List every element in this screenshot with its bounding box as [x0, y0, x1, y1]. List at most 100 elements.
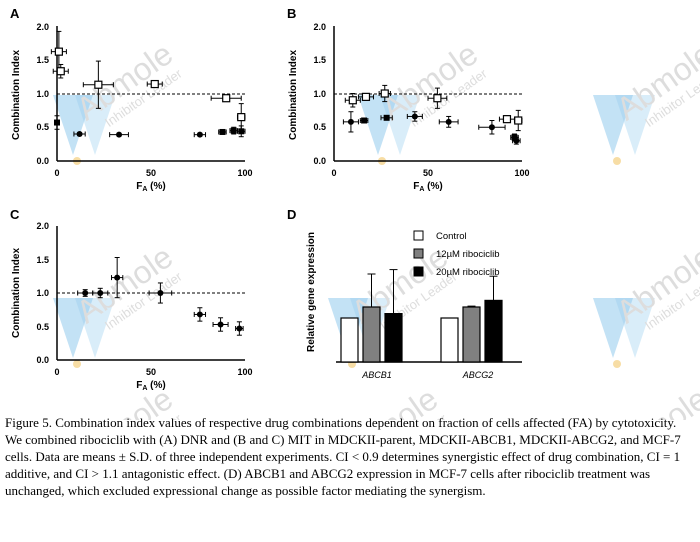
data-point-filled-circle — [445, 118, 452, 125]
panel-c-ytick: 1.5 — [36, 255, 49, 265]
data-point-filled-square — [54, 119, 60, 126]
data-point-open-square — [237, 113, 246, 122]
data-point-filled-circle — [411, 113, 418, 120]
panel-c-xtick: 100 — [237, 367, 252, 377]
data-point-filled-circle — [76, 131, 83, 137]
panel-b-ytick: 2.0 — [313, 22, 326, 32]
data-point-open-square — [514, 116, 523, 125]
data-point-open-square — [150, 79, 159, 89]
panel-d-category-label: ABCG2 — [462, 370, 494, 380]
panel-a-xtick: 0 — [54, 168, 59, 178]
panel-a-xtick: 50 — [146, 168, 156, 178]
data-point-open-square — [94, 80, 103, 89]
data-point-filled-circle — [82, 290, 89, 296]
data-point-filled-circle — [488, 124, 495, 131]
panel-a-xlabel: FA (%) — [136, 181, 166, 193]
data-point-filled-circle — [157, 290, 164, 296]
panel-a-ytick: 1.5 — [36, 55, 49, 65]
panel-a-marks — [50, 30, 246, 138]
data-point-filled-circle — [217, 321, 224, 328]
panel-c-xlabel: FA (%) — [136, 380, 166, 392]
data-point-filled-circle — [196, 311, 203, 318]
panel-b-xtick: 100 — [514, 168, 529, 178]
data-point-open-square — [54, 47, 63, 56]
data-point-filled-circle — [114, 274, 121, 281]
watermark-logo-shape — [615, 95, 655, 155]
panel-b-ytick: 0.0 — [313, 156, 326, 166]
watermark-logo-shape — [53, 95, 93, 155]
data-point-filled-circle — [347, 118, 354, 125]
data-point-filled-square — [219, 128, 226, 135]
panel-c-ytick: 0.0 — [36, 355, 49, 365]
watermark-logo-shape — [380, 95, 420, 155]
data-point-filled-circle — [196, 131, 203, 138]
figure-caption: Figure 5. Combination index values of re… — [5, 415, 681, 498]
data-point-filled-circle — [236, 325, 243, 332]
data-point-filled-square — [230, 127, 237, 134]
watermark-dot — [613, 157, 621, 165]
panel-b-ytick: 1.0 — [313, 89, 326, 99]
panel-a-xtick: 100 — [237, 168, 252, 178]
panel-b-ytick: 0.5 — [313, 122, 326, 132]
panel-a-ylabel: Combination Index — [11, 50, 22, 140]
bar — [384, 313, 403, 363]
legend-label-control: Control — [436, 231, 467, 242]
data-point-filled-circle — [97, 290, 104, 296]
data-point-open-square — [56, 67, 65, 76]
panel-b-letter: B — [287, 6, 296, 21]
legend-swatch-20um — [413, 266, 424, 277]
data-point-open-square — [502, 115, 512, 124]
legend-label-20um: 20µM ribociclib — [436, 267, 500, 278]
bar — [440, 317, 459, 363]
legend-swatch-control — [413, 230, 424, 241]
watermark-logo-shape — [593, 298, 633, 358]
panel-d-legend: Control 12µM ribociclib 20µM ribociclib — [413, 230, 500, 278]
watermark-logo-shape — [75, 298, 115, 358]
legend-swatch-12um — [413, 248, 424, 259]
bar — [462, 306, 481, 363]
panel-d-marks — [340, 269, 503, 363]
data-point-filled-square — [383, 114, 390, 121]
panel-c-marks — [77, 256, 244, 336]
panel-c-xtick: 0 — [54, 367, 59, 377]
watermark-dot — [613, 360, 621, 368]
panel-c-ylabel: Combination Index — [11, 248, 22, 338]
bar — [362, 306, 381, 363]
watermark-logo-shape — [593, 95, 633, 155]
watermark-logo-shape — [53, 298, 93, 358]
panel-a-letter: A — [10, 6, 20, 21]
panel-a-ytick: 0.5 — [36, 122, 49, 132]
panel-b-xtick: 0 — [331, 168, 336, 178]
panel-d: D Relative gene expression ABCB1 ABCG2 C… — [287, 207, 522, 380]
data-point-open-square — [222, 94, 231, 103]
panel-c-ytick: 2.0 — [36, 221, 49, 231]
panel-b: B Combination Index 0.0 0.5 1.0 1.5 2.0 … — [287, 6, 530, 193]
panel-c-ytick: 1.0 — [36, 288, 49, 298]
panel-c-letter: C — [10, 207, 20, 222]
panel-b-ylabel: Combination Index — [288, 50, 299, 140]
data-point-filled-circle — [116, 131, 123, 138]
data-point-open-square — [433, 94, 442, 103]
panel-b-marks — [342, 84, 523, 145]
bar — [340, 317, 359, 363]
watermark-logo-shape — [358, 95, 398, 155]
panel-d-ylabel: Relative gene expression — [306, 232, 317, 352]
panel-a-ytick: 2.0 — [36, 22, 49, 32]
panel-d-letter: D — [287, 207, 296, 222]
panel-a-ytick: 0.0 — [36, 156, 49, 166]
data-point-filled-square — [361, 117, 368, 124]
panel-c-xtick: 50 — [146, 367, 156, 377]
data-point-filled-circle — [513, 137, 520, 144]
legend-label-12um: 12µM ribociclib — [436, 249, 500, 260]
bar — [484, 299, 503, 363]
data-point-open-square — [361, 92, 371, 101]
panel-c-ytick: 0.5 — [36, 322, 49, 332]
data-point-open-square — [348, 96, 357, 105]
data-point-filled-square — [238, 128, 245, 135]
panel-b-ytick: 1.5 — [313, 55, 326, 65]
